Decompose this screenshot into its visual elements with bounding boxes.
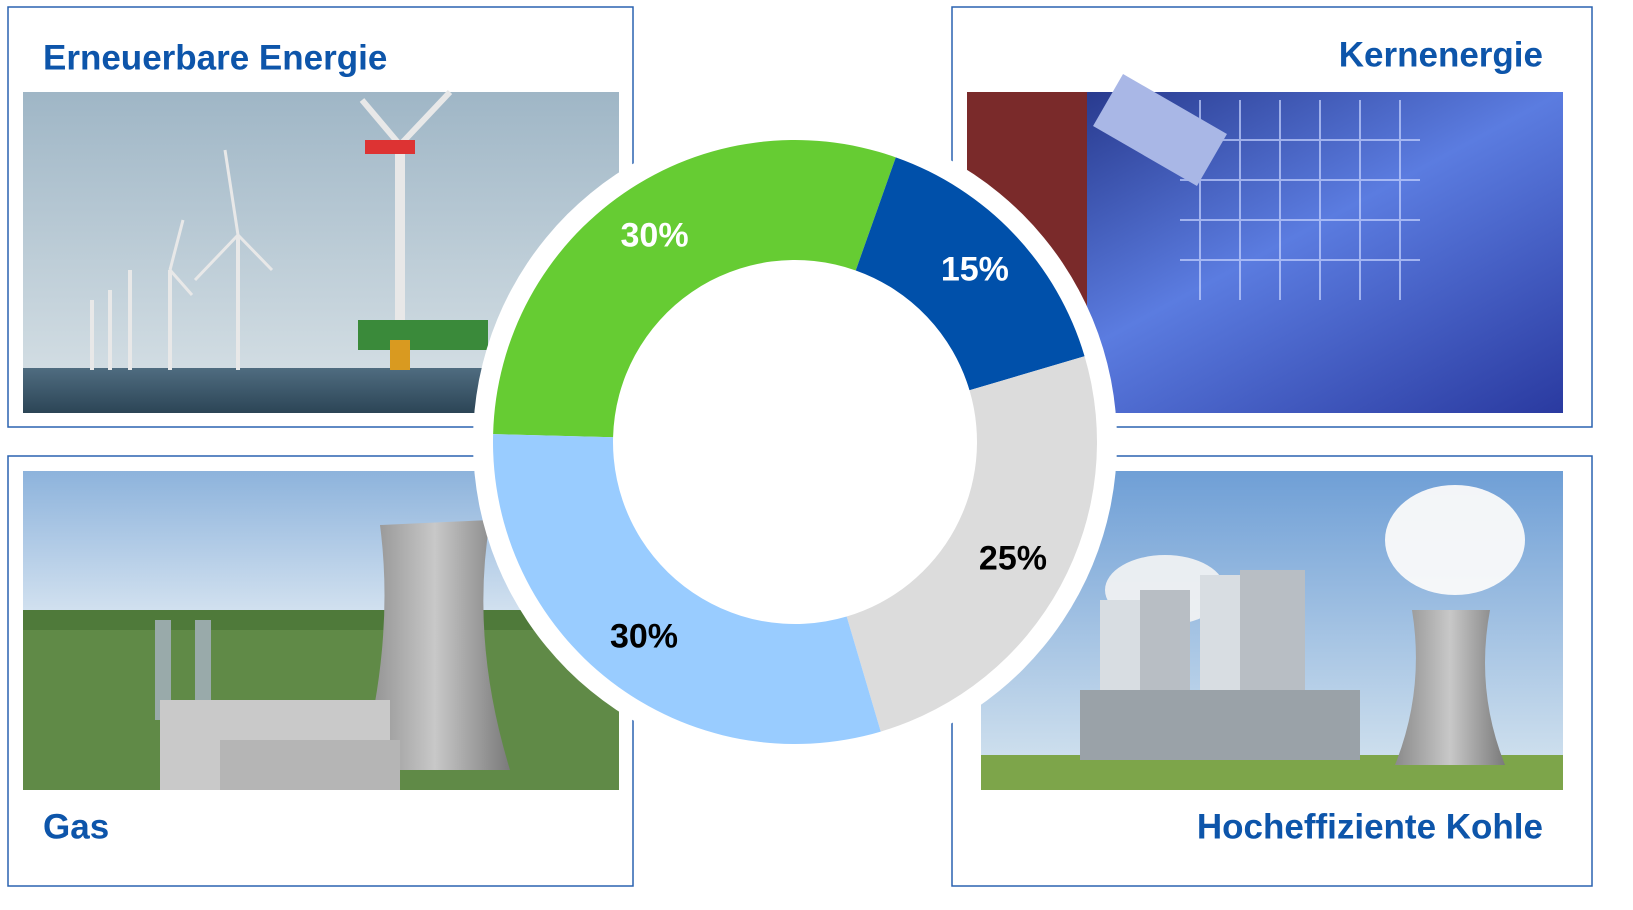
data-label: 25% [979, 539, 1047, 577]
panel-title: Gas [43, 807, 109, 846]
panel-title: Erneuerbare Energie [43, 38, 387, 77]
data-label: 15% [941, 250, 1009, 288]
panel-title: Hocheffiziente Kohle [1197, 807, 1543, 846]
data-label: 30% [621, 217, 689, 255]
data-label: 30% [610, 618, 678, 656]
panel-title: Kernenergie [1339, 35, 1543, 74]
page: Erneuerbare Energie Kernenergie Hocheffi… [0, 0, 1633, 910]
